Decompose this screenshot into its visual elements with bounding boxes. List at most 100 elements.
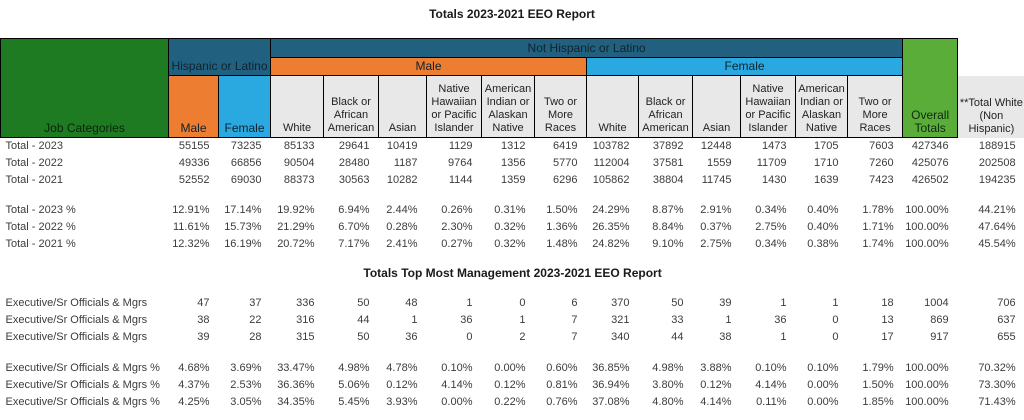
table-header: Job Categories Hispanic or Latino Not Hi… bbox=[0, 38, 1024, 138]
section2-percent-rows: Executive/Sr Officials & Mgrs % 4.68% 3.69… bbox=[1, 360, 1024, 411]
cell-value: 44 bbox=[671, 331, 684, 343]
cell-value: 0.22% bbox=[494, 396, 526, 408]
cell-value: 100.00% bbox=[905, 221, 949, 233]
header-female-asian: Asian bbox=[692, 75, 741, 138]
row-label: Total - 2022 bbox=[5, 157, 63, 169]
cell-value: 1473 bbox=[762, 140, 787, 153]
cell-value: 36 bbox=[460, 314, 473, 326]
cell-value: 73235 bbox=[230, 140, 262, 153]
cell-value: 0.81% bbox=[546, 379, 578, 391]
cell-value: 7603 bbox=[869, 140, 894, 153]
cell-value: 2.30% bbox=[441, 221, 473, 233]
cell-value: 0 bbox=[832, 314, 839, 326]
cell-value: 100.00% bbox=[905, 362, 949, 374]
cell-value: 2 bbox=[519, 331, 526, 343]
header-overall-totals: Overall Totals bbox=[902, 38, 959, 138]
cell-value: 1 bbox=[519, 314, 526, 326]
cell-value: 1.85% bbox=[862, 396, 894, 408]
cell-value: 0.12% bbox=[494, 379, 526, 391]
cell-value: 1 bbox=[780, 297, 787, 309]
cell-value: 39 bbox=[197, 331, 210, 343]
cell-value: 1129 bbox=[448, 140, 473, 153]
cell-value: 0.31% bbox=[494, 204, 526, 216]
cell-value: 1144 bbox=[448, 174, 473, 186]
cell-value: 6 bbox=[571, 297, 578, 309]
cell-value: 5.06% bbox=[338, 379, 370, 391]
section1-percent-rows: Total - 2023 % 12.91% 17.14% 19.92% 6.94% 2.4… bbox=[1, 202, 1024, 253]
cell-value: 2.75% bbox=[755, 221, 787, 233]
cell-value: 0.12% bbox=[386, 379, 418, 391]
cell-value: 33 bbox=[671, 314, 684, 326]
cell-value: 0.28% bbox=[386, 221, 418, 233]
cell-value: 85133 bbox=[283, 140, 315, 153]
row-label: Total - 2021 bbox=[5, 174, 63, 186]
cell-value: 21.29% bbox=[277, 221, 315, 233]
cell-value: 73.30% bbox=[978, 379, 1016, 391]
cell-value: 1559 bbox=[707, 157, 732, 169]
cell-value: 0.10% bbox=[755, 362, 787, 374]
cell-value: 4.80% bbox=[652, 396, 684, 408]
cell-value: 37581 bbox=[652, 157, 684, 169]
row-label: Total - 2023 % bbox=[5, 204, 76, 216]
cell-value: 36.85% bbox=[592, 362, 630, 374]
cell-value: 4.14% bbox=[441, 379, 473, 391]
section2-title-row: Totals Top Most Management 2023-2021 EEO… bbox=[1, 265, 1024, 282]
header-male-asian: Asian bbox=[378, 75, 427, 138]
cell-value: 4.37% bbox=[178, 379, 210, 391]
section2-title: Totals Top Most Management 2023-2021 EEO… bbox=[363, 266, 662, 280]
cell-value: 20.72% bbox=[277, 238, 315, 250]
cell-value: 36.94% bbox=[592, 379, 630, 391]
cell-value: 426502 bbox=[911, 174, 949, 186]
table-row: Executive/Sr Officials & Mgrs 39 28 315 50 36… bbox=[1, 329, 1024, 346]
cell-value: 100.00% bbox=[905, 204, 949, 216]
cell-value: 0.10% bbox=[807, 362, 839, 374]
cell-value: 16.19% bbox=[224, 238, 262, 250]
section2-count-rows: Executive/Sr Officials & Mgrs 47 37 336 50 48… bbox=[1, 295, 1024, 346]
cell-value: 0.32% bbox=[494, 221, 526, 233]
cell-value: 3.69% bbox=[230, 362, 262, 374]
cell-value: 336 bbox=[296, 297, 315, 309]
header-male-white: White bbox=[270, 75, 324, 138]
cell-value: 10282 bbox=[386, 174, 418, 186]
table-row: Total - 2022 % 11.61% 15.73% 21.29% 6.70% 0.2… bbox=[1, 219, 1024, 236]
cell-value: 869 bbox=[930, 314, 949, 326]
header-hispanic-or-latino: Hispanic or Latino bbox=[168, 38, 271, 76]
cell-value: 8.87% bbox=[652, 204, 684, 216]
cell-value: 194235 bbox=[978, 174, 1016, 186]
row-label: Total - 2023 bbox=[5, 140, 63, 153]
cell-value: 37.08% bbox=[592, 396, 630, 408]
cell-value: 7260 bbox=[869, 157, 894, 169]
header-job-categories: Job Categories bbox=[0, 38, 169, 138]
cell-value: 4.14% bbox=[755, 379, 787, 391]
cell-value: 1004 bbox=[924, 297, 949, 309]
row-label: Executive/Sr Officials & Mgrs bbox=[5, 297, 148, 309]
page-title: Totals 2023-2021 EEO Report bbox=[429, 7, 595, 21]
header-female-group: Female bbox=[585, 57, 904, 76]
cell-value: 36.36% bbox=[277, 379, 315, 391]
cell-value: 1 bbox=[832, 297, 839, 309]
cell-value: 0.10% bbox=[441, 362, 473, 374]
cell-value: 1 bbox=[411, 314, 418, 326]
cell-value: 0.40% bbox=[807, 221, 839, 233]
cell-value: 0.12% bbox=[700, 379, 732, 391]
cell-value: 1.78% bbox=[862, 204, 894, 216]
cell-value: 36 bbox=[405, 331, 418, 343]
cell-value: 28480 bbox=[338, 157, 370, 169]
table-row: Total - 2021 52552 69030 88373 30563 10282 114… bbox=[1, 172, 1024, 189]
cell-value: 7 bbox=[571, 331, 578, 343]
cell-value: 1312 bbox=[501, 140, 526, 153]
cell-value: 38804 bbox=[652, 174, 684, 186]
cell-value: 6296 bbox=[553, 174, 578, 186]
cell-value: 70.32% bbox=[978, 362, 1016, 374]
cell-value: 69030 bbox=[230, 174, 262, 186]
cell-value: 22 bbox=[249, 314, 262, 326]
cell-value: 0.40% bbox=[807, 204, 839, 216]
cell-value: 0.37% bbox=[700, 221, 732, 233]
header-female-american-indian: American Indian or Alaskan Native bbox=[795, 75, 848, 138]
cell-value: 49336 bbox=[178, 157, 210, 169]
cell-value: 4.78% bbox=[386, 362, 418, 374]
cell-value: 37 bbox=[249, 297, 262, 309]
spacer-row bbox=[1, 189, 1024, 202]
cell-value: 12.32% bbox=[172, 238, 210, 250]
cell-value: 2.91% bbox=[700, 204, 732, 216]
